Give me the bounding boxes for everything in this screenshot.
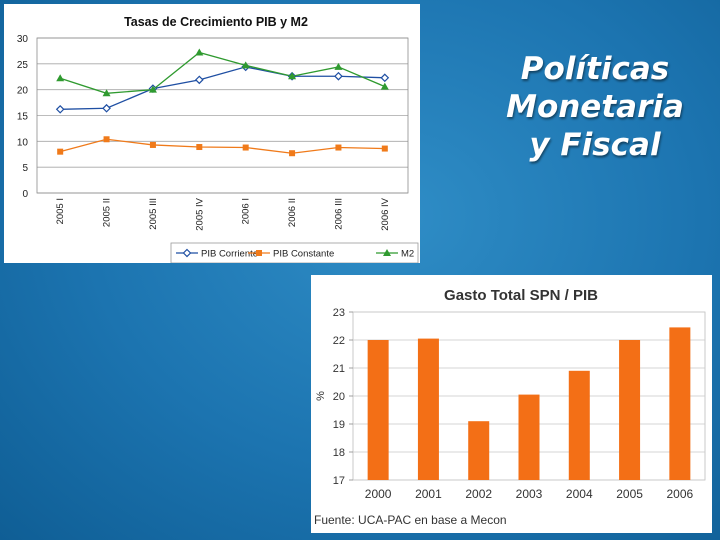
data-point-2 — [56, 74, 65, 82]
bar-2004 — [568, 370, 590, 480]
bar-2001 — [417, 338, 439, 480]
legend-box — [170, 242, 419, 263]
data-point-1 — [335, 144, 342, 151]
x-tick-label: 2003 — [516, 487, 543, 501]
slide-title-line-2: Monetaria — [506, 89, 684, 125]
y-tick-label: 18 — [333, 447, 345, 459]
data-point-2 — [195, 48, 204, 56]
data-point-0 — [194, 75, 204, 85]
y-tick-label: 21 — [333, 363, 345, 375]
x-tick-label: 2005 — [616, 487, 643, 501]
data-point-2 — [334, 62, 343, 70]
series-line-0 — [60, 66, 385, 110]
slide-title-line-1: Políticas — [520, 51, 670, 87]
x-tick-label: 2000 — [365, 487, 392, 501]
data-point-1 — [149, 141, 156, 148]
y-tick-label: 17 — [333, 475, 345, 487]
legend-label: PIB Corriente — [201, 249, 258, 260]
chart-title: Tasas de Crecimiento PIB y M2 — [124, 15, 308, 29]
slide-title-line-3: y Fiscal — [529, 127, 661, 163]
spending-chart-panel: Gasto Total SPN / PIB 17 18 19 20 21 22 23% 2000… — [311, 275, 712, 533]
x-tick-label: 2005 I — [55, 198, 66, 224]
source-note: Fuente: UCA-PAC en base a Mecon — [314, 513, 507, 527]
legend-marker — [182, 248, 192, 258]
data-point-0 — [102, 103, 111, 113]
x-tick-label: 2006 III — [333, 198, 344, 230]
bar-2002 — [468, 421, 490, 480]
y-axis-label: % — [315, 391, 327, 401]
data-point-0 — [55, 104, 65, 114]
x-tick-label: 2006 — [667, 487, 694, 501]
data-point-1 — [381, 145, 388, 152]
chart-title: Gasto Total SPN / PIB — [444, 287, 598, 304]
data-point-0 — [380, 73, 390, 83]
x-tick-label: 2006 I — [241, 198, 252, 224]
data-point-1 — [196, 144, 203, 151]
data-point-1 — [242, 144, 249, 151]
data-point-1 — [289, 150, 296, 157]
data-point-1 — [57, 148, 64, 155]
data-point-2 — [288, 72, 297, 80]
y-tick-label: 10 — [17, 137, 29, 148]
x-tick-label: 2006 IV — [380, 197, 391, 230]
y-tick-label: 23 — [333, 307, 345, 319]
legend-label: PIB Constante — [273, 249, 334, 260]
y-tick-label: 22 — [333, 335, 345, 347]
x-tick-label: 2001 — [415, 487, 442, 501]
data-point-0 — [334, 71, 343, 81]
legend-label: M2 — [401, 249, 414, 260]
series-line-1 — [60, 138, 385, 154]
data-point-2 — [380, 82, 389, 90]
data-point-1 — [103, 136, 110, 143]
x-tick-label: 2005 III — [148, 198, 159, 230]
y-tick-label: 20 — [17, 86, 29, 97]
y-tick-label: 0 — [22, 189, 28, 200]
y-tick-label: 5 — [22, 163, 28, 174]
x-tick-label: 2006 II — [287, 198, 298, 227]
slide-title: Políticas Monetaria y Fiscal — [480, 50, 710, 164]
y-tick-label: 15 — [17, 112, 29, 123]
bar-2005 — [619, 340, 641, 480]
data-point-2 — [102, 89, 111, 97]
x-tick-label: 2002 — [465, 487, 492, 501]
series-line-2 — [59, 51, 386, 94]
y-tick-label: 25 — [17, 60, 29, 71]
bar-2003 — [518, 394, 540, 480]
x-tick-label: 2005 IV — [194, 197, 205, 230]
bar-2000 — [367, 340, 389, 480]
legend-marker — [256, 250, 262, 256]
growth-chart-panel: Tasas de Crecimiento PIB y M2 0 5 10 15 20 25 3… — [4, 4, 420, 263]
x-tick-label: 2004 — [566, 487, 593, 501]
x-tick-label: 2005 II — [102, 198, 113, 227]
plot-area-border — [36, 37, 409, 194]
spending-bar-chart: Gasto Total SPN / PIB 17 18 19 20 21 22 23% 2000… — [314, 287, 706, 527]
y-tick-label: 30 — [17, 34, 29, 45]
y-tick-label: 19 — [333, 419, 345, 431]
y-tick-label: 20 — [333, 391, 345, 403]
legend-marker — [383, 249, 391, 256]
data-point-2 — [241, 61, 250, 69]
growth-rates-chart: Tasas de Crecimiento PIB y M2 0 5 10 15 20 25 3… — [17, 15, 419, 263]
bar-2006 — [669, 327, 691, 480]
data-point-2 — [148, 85, 157, 93]
